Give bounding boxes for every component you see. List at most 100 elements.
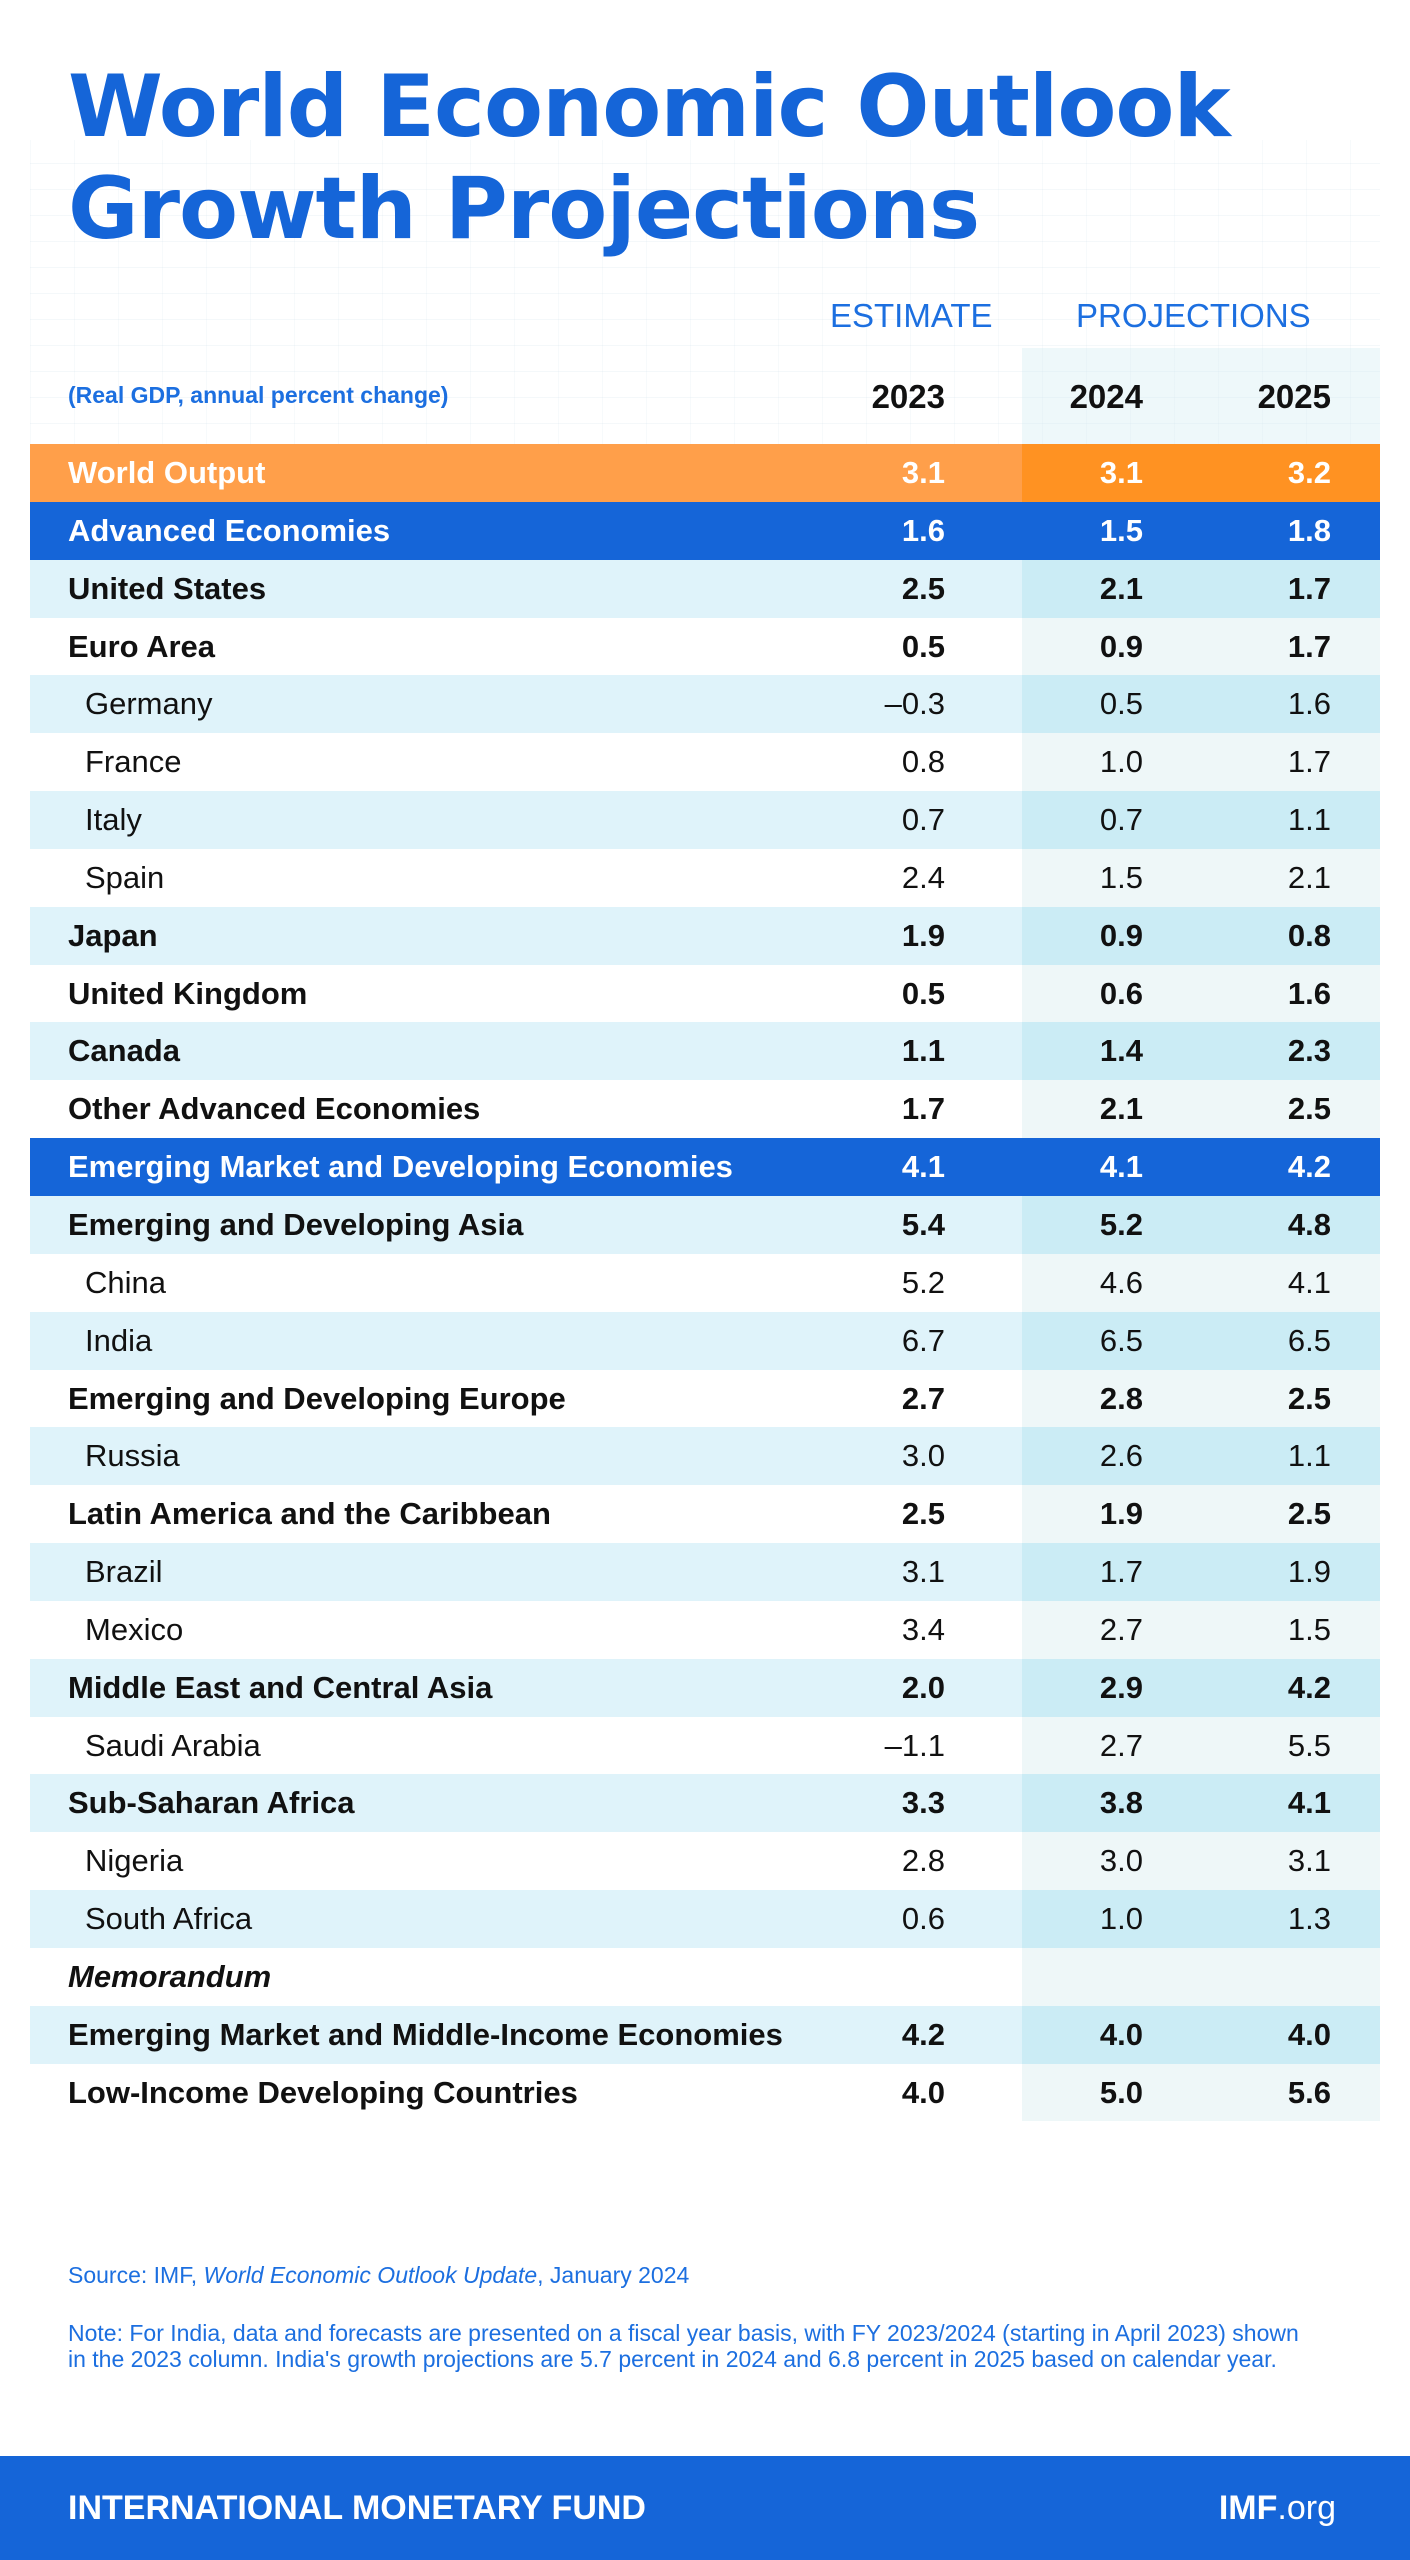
value-2024: 1.9: [1099, 1496, 1143, 1532]
table-row: United States 2.5 2.1 1.7: [30, 559, 1380, 618]
row-label: Spain: [85, 859, 165, 895]
projection-cell-background: [1022, 1716, 1380, 1775]
value-2024: 2.1: [1099, 1091, 1143, 1127]
row-label: World Output: [68, 455, 266, 490]
row-label: Memorandum: [68, 1958, 272, 1994]
value-2023: 3.3: [901, 1785, 945, 1821]
value-2023: 2.0: [901, 1669, 945, 1705]
projection-cell-background: [1022, 559, 1380, 618]
table-row: Latin America and the Caribbean 2.5 1.9 2.5: [30, 1485, 1380, 1544]
value-2025: 4.2: [1287, 1669, 1331, 1705]
value-2025: 2.5: [1287, 1496, 1331, 1532]
value-2024: 0.9: [1099, 917, 1143, 953]
table-row: India 6.7 6.5 6.5: [30, 1311, 1380, 1370]
note-text: Note: For India, data and forecasts are …: [68, 2320, 1299, 2372]
value-2023: 1.6: [901, 512, 945, 548]
value-2025: 4.1: [1287, 1264, 1331, 1300]
value-2024: 1.0: [1099, 744, 1143, 780]
projection-cell-background: [1022, 2063, 1380, 2122]
row-label: France: [85, 744, 182, 780]
table-row: South Africa 0.6 1.0 1.3: [30, 1890, 1380, 1948]
table-row: Other Advanced Economies 1.7 2.1 2.5: [30, 1080, 1380, 1139]
year-2023-header: 2023: [871, 378, 945, 415]
value-2023: 2.4: [901, 859, 945, 895]
value-2024: 3.1: [1099, 455, 1143, 490]
row-label: Other Advanced Economies: [68, 1091, 481, 1127]
value-2025: 5.5: [1287, 1727, 1331, 1763]
value-2025: 3.2: [1287, 455, 1331, 490]
table-row: Canada 1.1 1.4 2.3: [30, 1022, 1380, 1081]
table-row: United Kingdom 0.5 0.6 1.6: [30, 964, 1380, 1023]
row-label: Mexico: [85, 1611, 184, 1647]
value-2024: 0.5: [1099, 686, 1143, 722]
value-2023: 0.8: [901, 744, 945, 780]
table-row: Spain 2.4 1.5 2.1: [30, 848, 1380, 907]
footer-website-link[interactable]: IMF.org: [1219, 2456, 1336, 2560]
value-2023: 5.4: [901, 1206, 945, 1242]
title-line-2: Growth Projections: [68, 159, 980, 259]
projection-cell-background: [1022, 1022, 1380, 1081]
value-2025: 4.8: [1287, 1206, 1331, 1242]
title-line-1: World Economic Outlook: [68, 57, 1231, 157]
projection-cell-background: [1022, 848, 1380, 907]
value-2024: 2.8: [1099, 1380, 1143, 1416]
table-row: China 5.2 4.6 4.1: [30, 1253, 1380, 1312]
row-label: Saudi Arabia: [85, 1727, 261, 1763]
table-row: Italy 0.7 0.7 1.1: [30, 791, 1380, 849]
projection-cell-background: [1022, 791, 1380, 849]
value-2025: 2.5: [1287, 1380, 1331, 1416]
projection-cell-background: [1022, 733, 1380, 792]
projection-cell-background: [1022, 906, 1380, 965]
row-label: Emerging Market and Middle-Income Econom…: [68, 2016, 783, 2052]
value-2025: 2.1: [1287, 859, 1331, 895]
projection-cell-background: [1022, 2005, 1380, 2064]
row-label: United States: [68, 570, 267, 606]
projection-cell-background: [1022, 1947, 1380, 2006]
value-2023: 3.1: [901, 455, 945, 490]
value-2024: 0.6: [1099, 975, 1143, 1011]
table-row: Saudi Arabia –1.1 2.7 5.5: [30, 1716, 1380, 1775]
value-2024: 2.7: [1099, 1727, 1143, 1763]
value-2023: –0.3: [884, 686, 945, 722]
value-2024: 0.7: [1099, 802, 1143, 838]
value-2025: 4.2: [1287, 1149, 1331, 1185]
footer-site-rest: .org: [1277, 2489, 1336, 2527]
source-prefix: Source: IMF,: [68, 2262, 204, 2288]
table-row: Nigeria 2.8 3.0 3.1: [30, 1832, 1380, 1891]
value-2025: 0.8: [1287, 917, 1331, 953]
table-row: Japan 1.9 0.9 0.8: [30, 906, 1380, 965]
value-2023: 1.7: [901, 1091, 945, 1127]
value-2024: 5.2: [1099, 1206, 1143, 1242]
row-label: Emerging Market and Developing Economies: [68, 1149, 733, 1185]
value-2023: 0.5: [901, 975, 945, 1011]
projection-cell-background: [1022, 444, 1380, 502]
value-2025: 1.7: [1287, 570, 1331, 606]
value-2024: 1.4: [1099, 1033, 1143, 1069]
value-2024: 1.0: [1099, 1901, 1143, 1937]
value-2023: 2.5: [901, 570, 945, 606]
value-2023: 2.8: [901, 1843, 945, 1879]
table-row: Germany –0.3 0.5 1.6: [30, 675, 1380, 734]
table-row: Advanced Economies 1.6 1.5 1.8: [30, 501, 1380, 560]
table-row: Mexico 3.4 2.7 1.5: [30, 1600, 1380, 1659]
projection-cell-background: [1022, 1369, 1380, 1428]
row-label: Euro Area: [68, 628, 216, 664]
table-row: Euro Area 0.5 0.9 1.7: [30, 617, 1380, 676]
value-2023: 0.7: [901, 802, 945, 838]
source-publication: World Economic Outlook Update: [203, 2262, 538, 2288]
value-2025: 1.7: [1287, 744, 1331, 780]
value-2023: 3.4: [901, 1611, 945, 1647]
value-2024: 2.9: [1099, 1669, 1143, 1705]
table-row: Brazil 3.1 1.7 1.9: [30, 1543, 1380, 1601]
value-2023: 3.0: [901, 1438, 945, 1474]
projection-cell-background: [1022, 501, 1380, 560]
table-row: Middle East and Central Asia 2.0 2.9 4.2: [30, 1658, 1380, 1717]
row-label: Low-Income Developing Countries: [68, 2074, 578, 2110]
row-label: Emerging and Developing Asia: [68, 1206, 524, 1242]
value-2024: 1.5: [1099, 859, 1143, 895]
value-2024: 4.0: [1099, 2016, 1143, 2052]
row-label: Emerging and Developing Europe: [68, 1380, 566, 1416]
footer-site-bold: IMF: [1218, 2489, 1278, 2527]
value-2024: 5.0: [1099, 2074, 1143, 2110]
projection-cell-background: [1022, 1658, 1380, 1717]
